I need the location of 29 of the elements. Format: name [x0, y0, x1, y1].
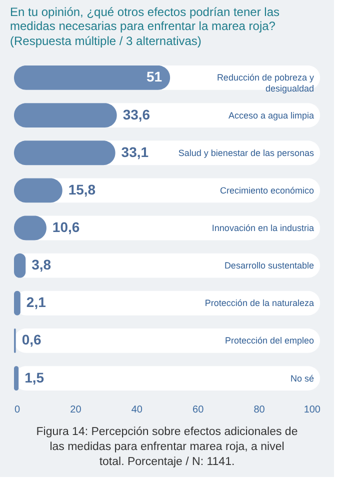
y-tick-label: Innovación en la industria	[212, 223, 314, 233]
data-label: 33,1	[121, 144, 149, 160]
x-tick-label: 60	[192, 404, 204, 416]
y-tick-label: Protección del empleo	[224, 336, 314, 346]
data-label: 1,5	[24, 369, 44, 386]
bar	[14, 290, 20, 316]
data-label: 3,8	[32, 256, 52, 273]
y-tick-label: Crecimiento económico	[220, 185, 314, 196]
chart-subtitle: (Respuesta múltiple / 3 alternativas)	[10, 34, 202, 48]
y-tick-label: Protección de la naturaleza	[204, 298, 314, 308]
data-label: 10,6	[52, 219, 80, 235]
data-label: 2,1	[26, 294, 46, 310]
x-tick-label: 100	[304, 404, 321, 416]
y-tick-label: Salud y bienestar de las personas	[178, 148, 314, 158]
chart-title: En tu opinión, ¿qué otros efectos podrían tener las medidas necesarias para enfrentar la marea roja?	[10, 5, 280, 33]
data-label: 0,6	[22, 332, 42, 348]
data-label: 51	[146, 68, 162, 85]
data-label: 15,8	[68, 181, 96, 198]
y-tick-label: Desarrollo sustentable	[224, 260, 314, 271]
x-tick-label: 20	[70, 404, 82, 416]
y-tick-label: Acceso a agua limpia	[228, 110, 314, 120]
y-tick-label: No sé	[290, 373, 314, 384]
text: Figura 14: Percepción sobre efectos adicionales de las medidas para enfrentar marea roja, a nivel total. Porcentaje / N: 1141.	[36, 426, 298, 468]
data-label: 33,6	[122, 106, 150, 122]
bar	[14, 366, 19, 390]
x-tick-label: 40	[131, 404, 143, 416]
x-tick-label: 0	[14, 404, 20, 416]
y-tick-label: Reducción de pobreza y desigualdad	[216, 72, 314, 94]
x-tick-label: 80	[254, 404, 266, 416]
